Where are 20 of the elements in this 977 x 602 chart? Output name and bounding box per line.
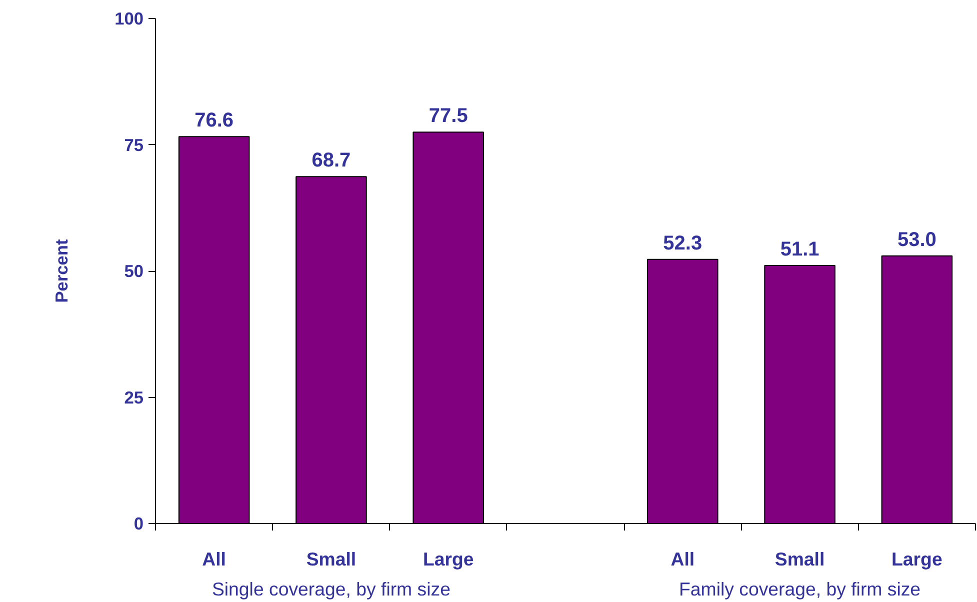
data-label: 68.7 bbox=[312, 150, 351, 172]
text: Family coverage, by firm size bbox=[679, 578, 921, 600]
y-axis-title: Percent bbox=[52, 238, 72, 303]
data-label: 51.1 bbox=[780, 238, 820, 260]
y-tick-label: 25 bbox=[124, 387, 144, 408]
data-label: 77.5 bbox=[428, 105, 468, 128]
data-label: 76.6 bbox=[194, 110, 234, 132]
x-tick-label: Large bbox=[422, 548, 474, 570]
x-tick-label: All bbox=[670, 548, 695, 570]
y-tick-label: 100 bbox=[114, 8, 144, 28]
data-label: 52.3 bbox=[663, 232, 702, 254]
x-tick-label: Small bbox=[774, 548, 825, 570]
x-tick-label: All bbox=[202, 548, 226, 570]
x-tick-label: Small bbox=[306, 548, 356, 570]
y-tick-label: 75 bbox=[124, 134, 144, 155]
x-tick-label: Large bbox=[892, 548, 942, 570]
y-tick-label: 0 bbox=[134, 514, 144, 534]
text: Single coverage, by firm size bbox=[212, 578, 450, 600]
y-tick-label: 50 bbox=[124, 261, 144, 281]
data-label: 53.0 bbox=[897, 228, 936, 251]
